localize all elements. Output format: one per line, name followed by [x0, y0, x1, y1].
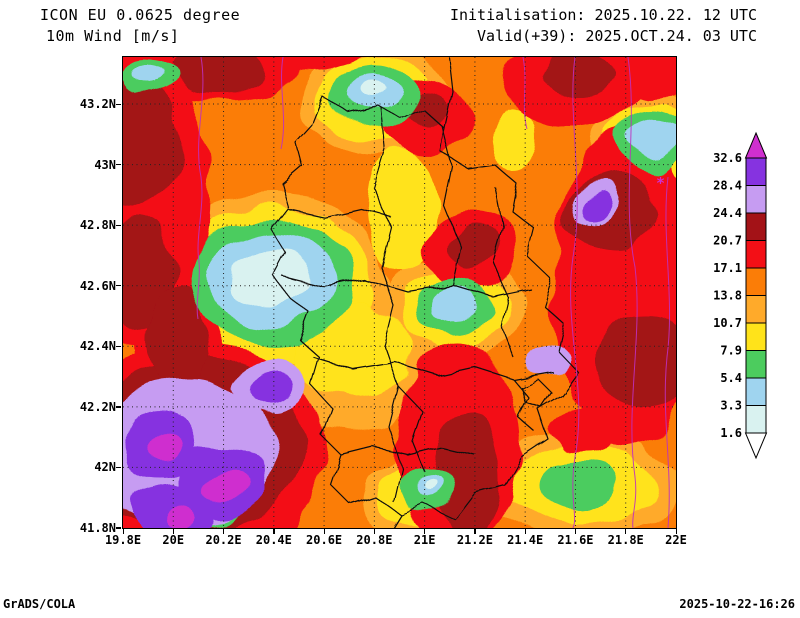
wind-field-map: *	[123, 57, 676, 528]
graticule-grid	[123, 57, 676, 528]
axis-tick	[474, 529, 476, 534]
x-tick-label: 20.2E	[205, 533, 242, 547]
colorbar-band	[745, 212, 767, 241]
axis-tick	[373, 529, 376, 534]
y-tick-label: 42.2N	[79, 399, 116, 414]
axis-tick	[116, 466, 121, 469]
axis-tick	[116, 345, 121, 347]
y-tick-label: 43N	[94, 157, 116, 172]
axis-tick	[323, 529, 325, 534]
axis-tick	[116, 103, 121, 105]
x-tick-label: 21.2E	[456, 533, 493, 547]
legend-label: 3.3	[720, 399, 742, 413]
axis-tick	[625, 529, 627, 534]
colorbar-arrow-down	[744, 432, 768, 460]
colorbar-band	[745, 240, 767, 269]
axis-tick	[675, 529, 677, 534]
axis-tick	[172, 529, 174, 534]
legend-label: 32.6	[713, 151, 742, 165]
grads-credit: GrADS/COLA	[3, 597, 76, 611]
axis-tick	[116, 406, 121, 408]
field-title: 10m Wind [m/s]	[46, 27, 180, 45]
x-tick-label: 21.8E	[607, 533, 644, 547]
init-time: Initialisation: 2025.10.22. 12 UTC	[449, 6, 757, 24]
colorbar-arrow-up	[744, 131, 768, 159]
x-tick-label: 20.8E	[356, 533, 393, 547]
legend-label: 24.4	[713, 206, 742, 220]
colorbar-band	[745, 185, 767, 214]
model-title: ICON EU 0.0625 degree	[40, 6, 241, 24]
y-tick-label: 42.8N	[79, 218, 116, 233]
colorbar-legend: 32.6 28.4 24.4 20.7 17.1 13.8 10.7 7.9 5…	[713, 131, 768, 460]
x-tick-label: 20.4E	[255, 533, 292, 547]
colorbar-band	[745, 267, 767, 296]
legend-label: 20.7	[713, 234, 742, 248]
legend-label: 17.1	[713, 261, 742, 275]
colorbar-band	[745, 350, 767, 379]
x-tick-label: 19.8E	[104, 533, 142, 547]
y-tick-label: 42.4N	[79, 339, 116, 354]
legend-label: 7.9	[720, 344, 742, 358]
y-tick-label: 42.6N	[79, 278, 116, 293]
country-boundaries	[270, 57, 579, 528]
legend-label: 13.8	[713, 289, 742, 303]
y-tick-label: 41.8N	[79, 520, 116, 535]
colorbar-band	[745, 405, 767, 434]
map-plot-area: *	[122, 56, 677, 529]
legend-label: 1.6	[720, 426, 742, 440]
magenta-star-marker: *	[656, 174, 665, 192]
legend-label: 28.4	[713, 179, 742, 193]
colorbar-band	[745, 157, 767, 186]
axis-tick	[524, 529, 526, 534]
colorbar-band	[745, 322, 767, 351]
x-tick-label: 20E	[162, 533, 185, 547]
x-tick-label: 22E	[665, 533, 687, 547]
legend-label: 10.7	[713, 316, 742, 330]
valid-time: Valid(+39): 2025.OCT.24. 03 UTC	[477, 27, 757, 45]
x-tick-label: 21.6E	[557, 533, 594, 547]
axis-tick	[116, 527, 121, 529]
x-tick-label: 20.6E	[306, 533, 343, 547]
pressure-contours	[196, 57, 671, 528]
creation-timestamp: 2025-10-22-16:26	[679, 597, 795, 611]
x-tick-label: 21E	[413, 533, 436, 547]
y-tick-label: 42N	[94, 460, 116, 475]
legend-label: 5.4	[720, 371, 742, 385]
axis-tick	[223, 529, 225, 534]
axis-tick	[273, 529, 275, 534]
axis-tick	[122, 529, 124, 534]
colorbar-band	[745, 377, 767, 406]
axis-tick	[116, 164, 121, 166]
colorbar-band	[745, 295, 767, 324]
axis-tick	[424, 529, 426, 534]
axis-tick	[116, 285, 121, 287]
axis-tick	[574, 529, 577, 534]
y-tick-label: 43.2N	[79, 97, 116, 111]
x-tick-label: 21.4E	[507, 533, 544, 547]
axis-tick	[116, 224, 121, 226]
